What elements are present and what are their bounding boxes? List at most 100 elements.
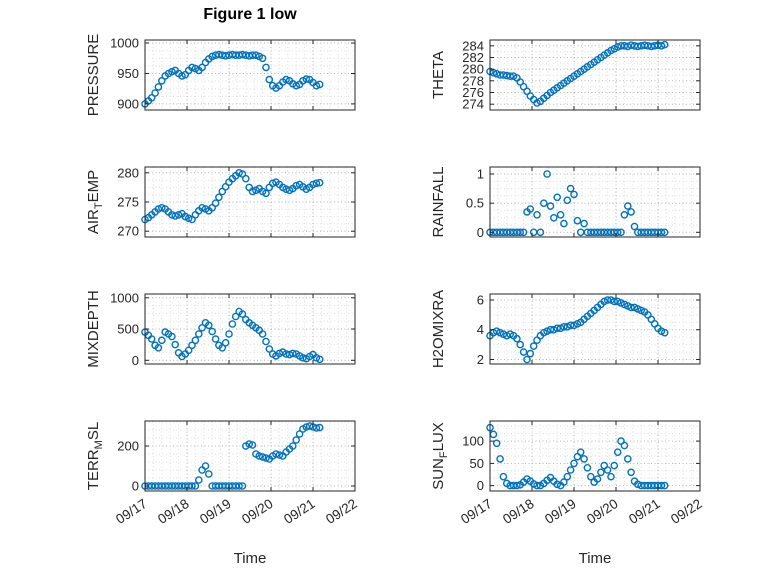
y-tick-label: 0 [132,479,139,494]
data-points [141,307,324,364]
data-points [141,422,324,490]
x-tick-label: 09/18 [500,496,537,527]
data-point [576,448,585,457]
y-axis-title: THETA [430,51,447,99]
data-point [566,466,575,474]
data-point [265,75,274,84]
data-point [593,475,602,483]
data-point [576,228,585,237]
y-axis-title: RAINFALL [430,167,447,238]
data-point [657,42,666,50]
data-point [583,463,592,472]
x-tick-label: 09/19 [197,496,234,527]
tick-marks [489,40,701,110]
data-point [533,481,541,490]
y-tick-label: 0 [477,225,484,240]
x-axis-title-right: Time [578,550,612,567]
data-point [218,343,227,352]
data-point [499,71,508,79]
y-axis-title: H2OMIXRA [430,290,447,368]
data-point [258,54,267,63]
data-point [252,51,260,60]
data-point [580,219,588,228]
data-point [624,202,632,210]
data-point [215,193,223,202]
data-point [198,323,206,332]
axes-box [489,293,701,365]
data-point [627,208,635,216]
data-point [492,439,501,448]
data-point [613,448,622,457]
data-point [171,212,179,220]
data-point [288,349,297,358]
data-point [315,80,324,89]
data-point [262,189,270,198]
data-point [600,297,609,306]
y-axis-title: SUNFLUX [430,422,450,490]
y-tick-label: 4 [477,322,484,337]
data-point [292,81,301,90]
data-point [188,63,196,72]
data-point [231,312,240,321]
data-point [211,335,220,343]
data-point [519,228,528,237]
data-point [315,355,324,364]
y-tick-label: 284 [462,38,484,53]
data-point [533,210,541,219]
y-tick-label: 276 [462,85,484,100]
tick-marks [144,167,356,237]
data-point [147,335,156,343]
data-point [299,353,307,362]
data-point [566,321,575,330]
data-point [262,454,270,462]
data-point [184,214,193,223]
data-point [657,481,666,490]
data-point [194,330,203,338]
data-point [201,462,210,470]
data-point [174,210,183,219]
data-point [617,228,625,237]
data-point [553,324,562,333]
y-tick-label: 278 [462,73,484,88]
data-point [660,40,669,49]
y-tick-label: 0 [477,478,484,493]
data-point [660,328,669,337]
data-point [526,349,535,358]
data-point [563,472,572,481]
y-tick-labels: 00.51 [466,167,484,240]
data-point [563,196,572,205]
y-axis-title: AIRTEMP [85,170,105,234]
data-point [513,481,521,490]
data-point [607,472,615,481]
y-tick-label: 1000 [110,36,139,51]
data-point [221,52,230,60]
y-tick-labels: 0 200 [117,439,139,494]
y-tick-labels: 270 275 280 [117,165,139,238]
tick-marks [489,421,701,491]
subplot-pressure: 900 950 1000 PRESSURE [85,34,356,117]
data-point [566,184,575,193]
x-tick-labels: 09/17 09/18 09/19 09/20 09/21 09/22 [458,496,705,527]
y-axis-title: PRESSURE [85,34,102,117]
data-point [634,480,642,489]
major-grid [145,167,355,237]
data-point [620,210,629,219]
y-tick-labels: 0 500 1000 [110,290,139,368]
data-point [516,228,525,237]
x-tick-label: 09/22 [668,496,705,527]
data-point [154,83,163,91]
data-point [580,455,588,463]
data-points [486,296,669,364]
data-point [613,228,622,237]
x-tick-label: 09/21 [626,496,663,527]
data-point [238,310,247,318]
x-tick-labels: 09/17 09/18 09/19 09/20 09/21 09/22 [113,496,360,527]
data-point [282,75,290,84]
tick-marks [489,167,701,237]
data-point [553,193,562,202]
data-point [610,297,619,306]
data-point [553,480,562,489]
x-tick-label: 09/17 [113,496,150,527]
